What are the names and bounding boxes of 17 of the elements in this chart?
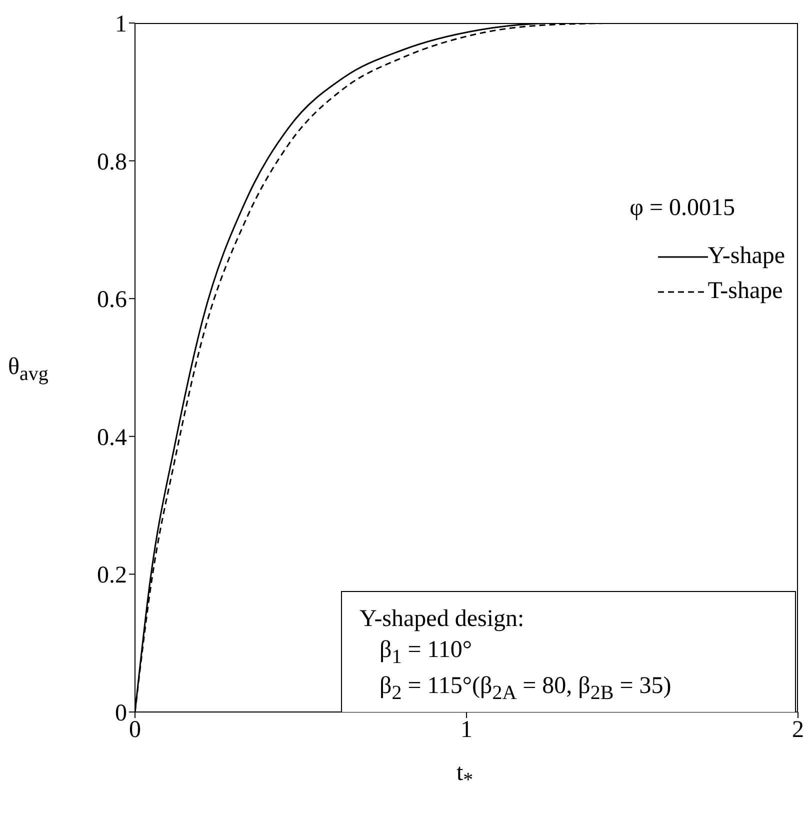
y-tick-label: 0 <box>115 700 127 727</box>
y-axis-title: θ$_{avg}$ <box>8 354 48 386</box>
annotation: β$_{2}$ = 115°(β$_{2A}$ = 80, β$_{2B}$ = 35) <box>380 673 672 706</box>
x-tick-label: 2 <box>792 717 804 744</box>
text-box: Y-shaped design: β$_{1}$ = 110° β$_{2}$ = 115°(β$_{2A}$ = 80, β$_{2B}$ = 35) <box>340 591 796 712</box>
y-tick-label: 0.6 <box>97 287 127 314</box>
legend-label: T-shape <box>708 278 783 306</box>
annotation: β$_{1}$ = 110° <box>380 637 473 670</box>
x-axis-title: t$_{*}$ <box>456 760 474 792</box>
annotation: φ = 0.0015 <box>630 195 735 222</box>
x-tick-label: 1 <box>460 717 472 744</box>
annotation: Y-shaped design: <box>360 606 526 634</box>
y-tick-label: 0.4 <box>97 424 127 451</box>
y-tick-label: 1 <box>115 12 127 38</box>
legend-label: Y-shape <box>708 243 785 270</box>
y-tick-label: 0.2 <box>97 562 127 589</box>
y-tick-label: 0.8 <box>97 149 127 176</box>
